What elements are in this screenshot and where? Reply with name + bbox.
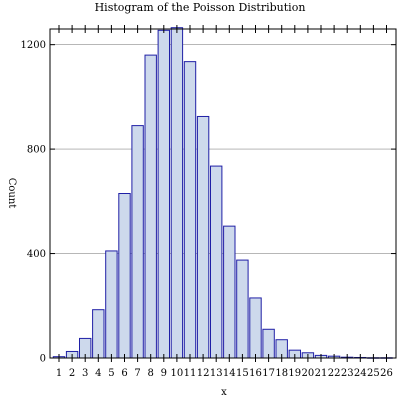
histogram-bar bbox=[157, 29, 171, 359]
x-tick-label: 14 bbox=[223, 368, 236, 379]
x-tick-label: 24 bbox=[354, 368, 367, 379]
tick-layer bbox=[50, 25, 396, 362]
histogram-bar bbox=[236, 259, 249, 359]
y-tick-label: 1200 bbox=[21, 40, 46, 51]
histogram-bar bbox=[210, 165, 223, 359]
x-tick-label: 13 bbox=[210, 368, 223, 379]
x-tick-label: 25 bbox=[367, 368, 380, 379]
histogram-bar bbox=[118, 193, 131, 359]
x-tick-label: 6 bbox=[121, 368, 127, 379]
x-tick-label: 22 bbox=[328, 368, 341, 379]
histogram-bar bbox=[262, 328, 275, 359]
x-tick-label: 3 bbox=[82, 368, 88, 379]
x-tick-label: 2 bbox=[69, 368, 75, 379]
histogram-bar bbox=[196, 115, 210, 359]
x-tick-label: 23 bbox=[341, 368, 354, 379]
x-tick-label: 8 bbox=[148, 368, 154, 379]
x-tick-label: 26 bbox=[380, 368, 393, 379]
y-tick-label: 0 bbox=[40, 354, 46, 365]
histogram-bar bbox=[223, 225, 236, 359]
y-tick-label: 800 bbox=[27, 145, 46, 156]
plot-frame bbox=[49, 28, 397, 359]
x-tick-label: 5 bbox=[108, 368, 114, 379]
x-tick-label: 16 bbox=[249, 368, 262, 379]
y-tick-label: 400 bbox=[27, 249, 46, 260]
x-tick-label: 9 bbox=[161, 368, 167, 379]
x-axis-label: x bbox=[221, 387, 227, 398]
histogram-bar bbox=[183, 61, 197, 359]
x-tick-label: 12 bbox=[197, 368, 210, 379]
histogram-bar bbox=[144, 54, 157, 359]
x-tick-label: 18 bbox=[275, 368, 288, 379]
histogram-bar bbox=[105, 250, 118, 359]
histogram-bar bbox=[170, 27, 184, 359]
x-tick-label: 7 bbox=[134, 368, 140, 379]
histogram-bar bbox=[249, 297, 262, 359]
histogram-bar bbox=[131, 125, 144, 359]
bar-layer bbox=[52, 27, 393, 359]
x-tick-label: 10 bbox=[171, 368, 184, 379]
x-tick-label: 4 bbox=[95, 368, 101, 379]
x-tick-label: 17 bbox=[262, 368, 275, 379]
x-tick-label: 21 bbox=[315, 368, 328, 379]
histogram-bar bbox=[92, 309, 105, 359]
x-tick-label: 19 bbox=[288, 368, 301, 379]
y-axis-label: Count bbox=[6, 178, 17, 209]
grid-layer bbox=[50, 44, 396, 254]
x-tick-label: 15 bbox=[236, 368, 249, 379]
x-tick-label: 20 bbox=[302, 368, 315, 379]
x-tick-label: 1 bbox=[56, 368, 62, 379]
x-tick-label: 11 bbox=[184, 368, 197, 379]
chart-title: Histogram of the Poisson Distribution bbox=[95, 1, 306, 14]
